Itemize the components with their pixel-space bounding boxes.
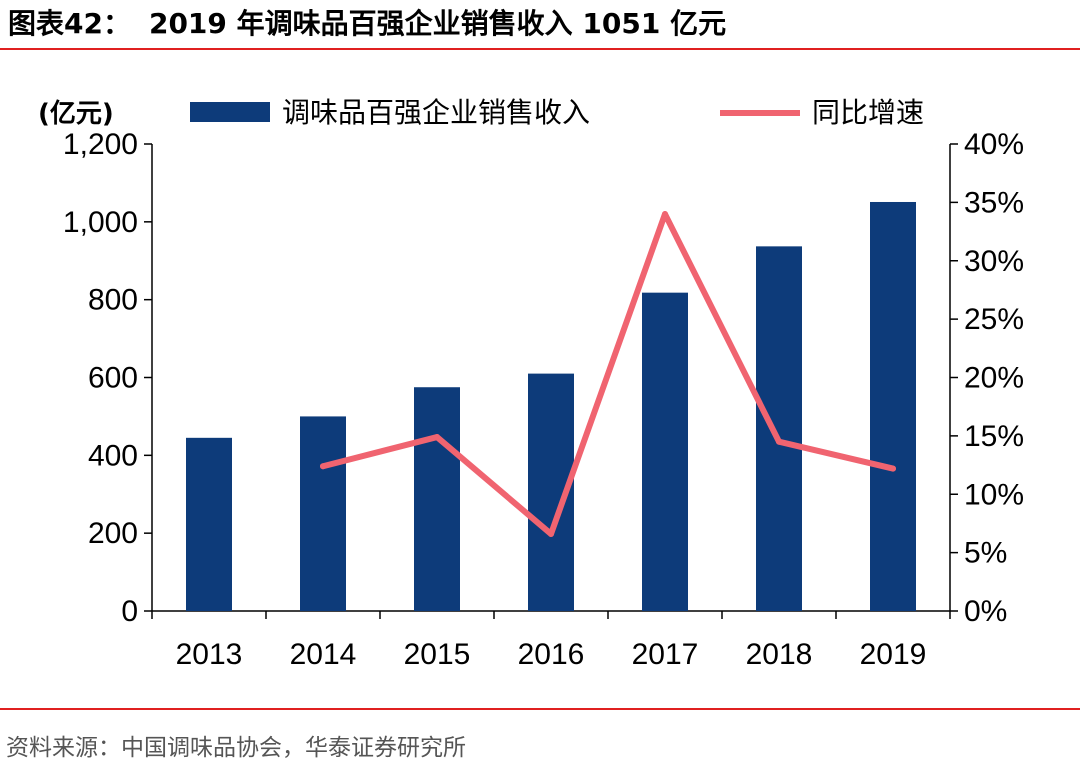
- bottom-divider: [0, 708, 1080, 710]
- line-series: [320, 211, 896, 537]
- x-tick-label: 2013: [176, 638, 243, 671]
- line-point: [548, 530, 554, 537]
- y-left-unit-label: (亿元): [38, 99, 114, 129]
- bar: [756, 246, 802, 611]
- y-right-tick-label: 25%: [964, 303, 1024, 336]
- y-right-tick-label: 35%: [964, 186, 1024, 219]
- y-left-tick-label: 400: [88, 439, 138, 472]
- x-tick-label: 2019: [860, 638, 927, 671]
- y-left-tick-label: 800: [88, 284, 138, 317]
- legend-swatch-bar: [190, 102, 270, 122]
- x-tick-label: 2015: [404, 638, 471, 671]
- line-point: [776, 438, 782, 445]
- y-left-tick-label: 1,200: [63, 128, 138, 161]
- bar: [300, 416, 346, 611]
- bar-series: [186, 201, 916, 611]
- y-right-tick-label: 0%: [964, 595, 1007, 628]
- bar: [870, 201, 916, 611]
- growth-line: [320, 211, 896, 537]
- legend-label-line: 同比增速: [812, 96, 924, 129]
- line-point: [320, 463, 326, 470]
- y-right-tick-label: 5%: [964, 537, 1007, 570]
- x-tick-label: 2018: [746, 638, 813, 671]
- source-note: 资料来源：中国调味品协会，华泰证券研究所: [6, 735, 466, 761]
- bar: [414, 387, 460, 611]
- bar: [642, 292, 688, 611]
- line-point: [434, 434, 440, 441]
- y-left-tick-label: 600: [88, 362, 138, 395]
- y-right-tick-label: 30%: [964, 245, 1024, 278]
- x-tick-label: 2016: [518, 638, 585, 671]
- tick-labels: 0 200 400 600 800 1,000 1,200 0% 5% 10% 15% 20% 25% 3…: [63, 128, 1024, 671]
- legend-swatch-line: [720, 110, 800, 116]
- chart: 0 200 400 600 800 1,000 1,200 0% 5% 10% 15% 20% 25% 3…: [38, 96, 1024, 671]
- y-right-tick-label: 15%: [964, 420, 1024, 453]
- y-left-tick-label: 200: [88, 517, 138, 550]
- y-right-tick-label: 10%: [964, 478, 1024, 511]
- figure-title-text: 2019 年调味品百强企业销售收入 1051 亿元: [148, 7, 727, 40]
- chart-legend: (亿元) 调味品百强企业销售收入 同比增速: [38, 96, 924, 129]
- y-left-tick-label: 0: [121, 595, 138, 628]
- line-point: [662, 211, 668, 218]
- x-tick-label: 2014: [290, 638, 357, 671]
- y-right-tick-label: 20%: [964, 362, 1024, 395]
- x-tick-label: 2017: [632, 638, 699, 671]
- top-divider: [0, 48, 1080, 50]
- bar: [186, 437, 232, 611]
- figure-title: 图表42： 2019 年调味品百强企业销售收入 1051 亿元: [8, 4, 726, 44]
- line-point: [890, 465, 896, 472]
- legend-label-bar: 调味品百强企业销售收入: [282, 96, 590, 129]
- figure-number: 图表42：: [8, 7, 131, 40]
- y-left-tick-label: 1,000: [63, 206, 138, 239]
- y-right-tick-label: 40%: [964, 128, 1024, 161]
